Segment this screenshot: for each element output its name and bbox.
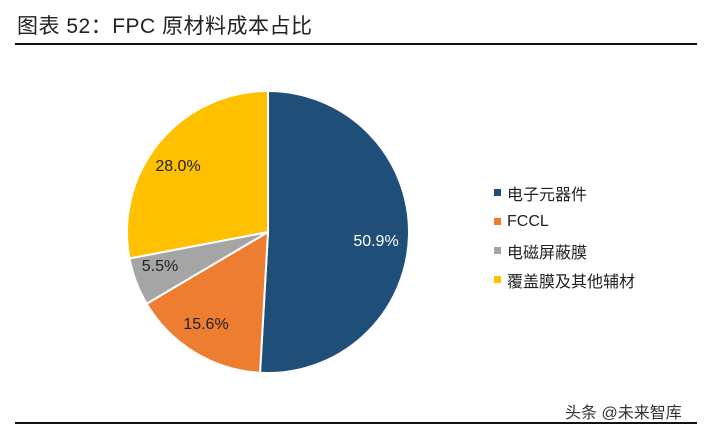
bottom-divider <box>15 422 697 424</box>
title-divider <box>15 43 697 45</box>
legend-label: FCCL <box>507 212 549 230</box>
legend-item-fccl: FCCL <box>494 207 635 236</box>
legend-swatch-icon <box>494 276 501 283</box>
chart-title: 图表 52：FPC 原材料成本占比 <box>17 15 313 38</box>
pie-slice <box>145 230 270 374</box>
legend-swatch-icon <box>494 189 501 196</box>
legend-item-emi-shielding-film: 电磁屏蔽膜 <box>494 236 635 265</box>
legend-swatch-icon <box>494 247 501 254</box>
source-watermark: 头条 @未来智库 <box>565 405 682 422</box>
pie-slices <box>126 89 410 374</box>
legend-label: 电磁屏蔽膜 <box>507 244 588 262</box>
legend-item-coverlay-and-others: 覆盖膜及其他辅材 <box>494 265 635 294</box>
chart-legend: 电子元器件 FCCL 电磁屏蔽膜 覆盖膜及其他辅材 <box>494 178 635 294</box>
pie-slice <box>258 89 410 374</box>
pie-slice <box>126 89 269 260</box>
legend-swatch-icon <box>494 218 501 225</box>
legend-item-electronic-components: 电子元器件 <box>494 178 635 207</box>
slice-value-label: 50.9% <box>353 233 398 250</box>
pie-labels: 50.9% 15.6% 5.5% 28.0% <box>142 158 399 333</box>
slice-value-label: 15.6% <box>183 316 228 333</box>
slice-value-label: 5.5% <box>142 258 178 275</box>
legend-label: 覆盖膜及其他辅材 <box>507 273 636 291</box>
slice-value-label: 28.0% <box>155 158 200 175</box>
legend-label: 电子元器件 <box>507 186 588 204</box>
